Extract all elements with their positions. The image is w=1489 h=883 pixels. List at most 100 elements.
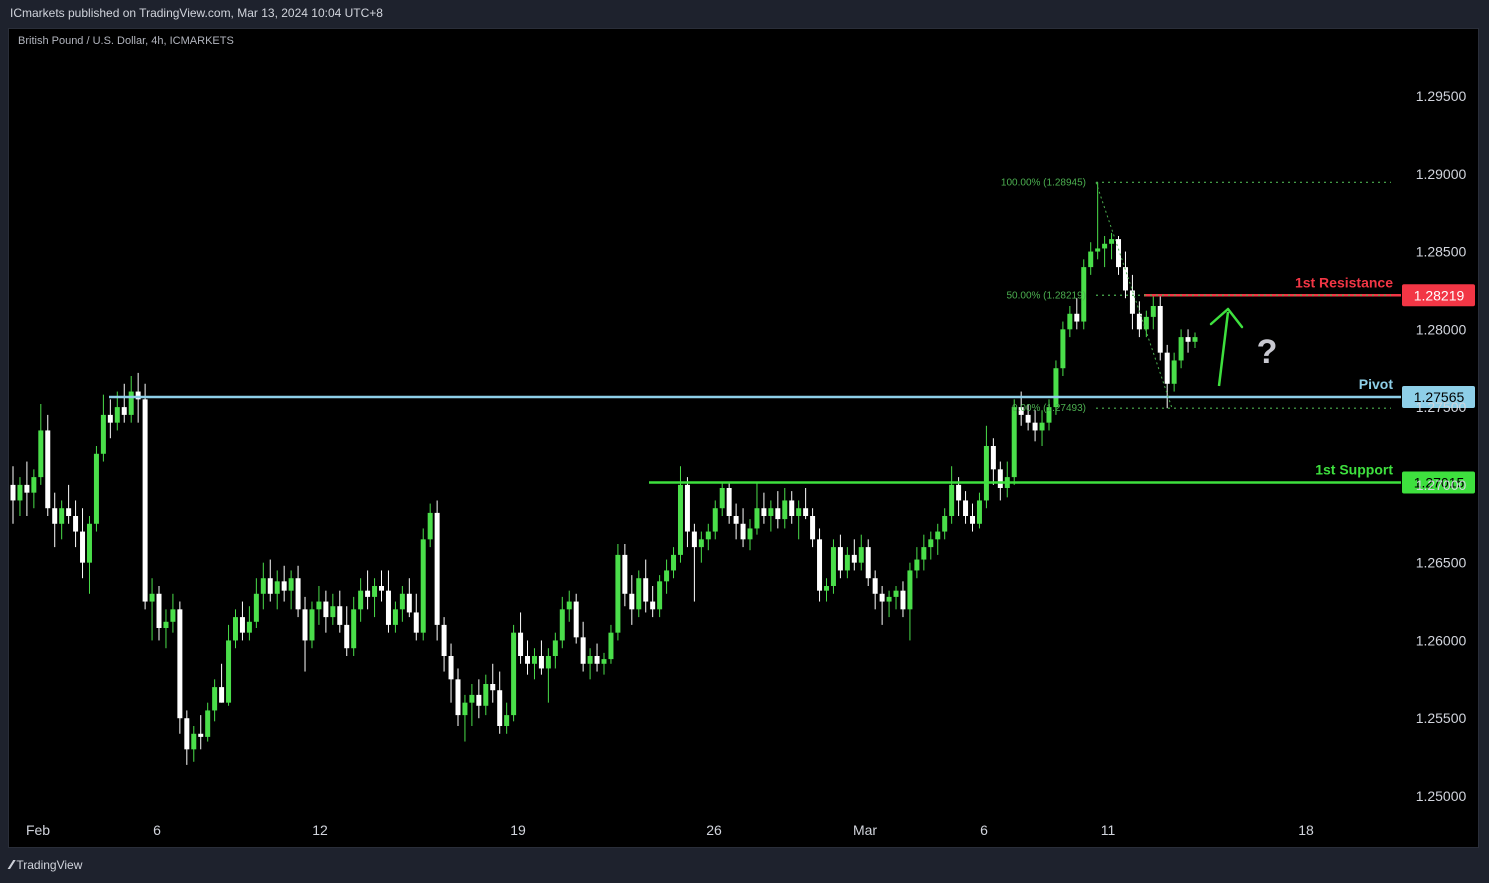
candle [865, 539, 871, 586]
candle [886, 590, 892, 618]
candle [657, 575, 663, 618]
candle [963, 491, 969, 524]
candle [643, 559, 649, 613]
candle [559, 596, 565, 649]
time-tick-label: 11 [1101, 822, 1116, 838]
candle [615, 544, 621, 641]
candle [170, 593, 176, 633]
candle [1088, 242, 1094, 275]
candle [970, 503, 976, 532]
annotations-layer: ? [1209, 307, 1278, 387]
time-tick-label: 6 [980, 822, 988, 838]
candle [1136, 301, 1142, 338]
candle [928, 531, 934, 560]
candle [525, 640, 531, 675]
candle [511, 624, 517, 722]
symbol-title: British Pound / U.S. Dollar, 4h, ICMARKE… [18, 35, 234, 47]
candle [93, 446, 99, 532]
candle [1185, 329, 1191, 353]
candle [921, 534, 927, 571]
candle [893, 586, 899, 610]
candle [344, 606, 350, 656]
candle [267, 559, 273, 602]
candle [935, 523, 941, 555]
price-tick-label: 1.27500 [1416, 399, 1467, 415]
candle [1102, 236, 1108, 268]
candle [566, 590, 572, 622]
candle [580, 621, 586, 672]
candle [851, 539, 857, 571]
resistance-label: 1st Resistance [1295, 274, 1393, 290]
svg-text:1.27565: 1.27565 [1414, 389, 1465, 405]
candle [219, 663, 225, 703]
candle [163, 609, 169, 649]
candle [17, 477, 23, 516]
candle [587, 648, 593, 680]
candle [469, 684, 475, 726]
candle [872, 570, 878, 610]
time-tick-label: 6 [153, 822, 161, 838]
candle [323, 590, 329, 633]
candle [949, 466, 955, 524]
candle [719, 481, 725, 516]
candle [705, 523, 711, 551]
candle [504, 702, 510, 734]
candle [413, 593, 419, 641]
candle [490, 663, 496, 703]
levels-layer: 1st Resistance 1.28219 Pivot 1.27565 1st Sup… [109, 274, 1475, 494]
candle [365, 570, 371, 610]
pivot-label: Pivot [1359, 376, 1394, 392]
candle [31, 469, 37, 509]
candle [1067, 306, 1073, 338]
chart-area[interactable]: 1st Resistance 1.28219 Pivot 1.27565 1st Sup… [8, 28, 1479, 848]
fib-level-label: 50.00% (1.28219) [1006, 290, 1086, 301]
candle [330, 593, 336, 625]
candle [552, 632, 558, 669]
candle [156, 586, 162, 641]
price-axis: 1.29500 1.29000 1.28500 1.28000 1.27500 1.270… [1416, 88, 1467, 804]
candle [406, 578, 412, 618]
candle [142, 383, 148, 610]
candle [232, 609, 238, 649]
candle [288, 570, 294, 610]
price-tick-label: 1.27000 [1416, 477, 1467, 493]
candle [976, 492, 982, 529]
question-mark: ? [1257, 333, 1278, 371]
candle [1192, 332, 1198, 348]
candle [212, 679, 218, 722]
candle [10, 466, 16, 524]
pivot-price-tag: 1.27565 [1402, 386, 1475, 408]
fib-level-label: 0.00% (1.27493) [1012, 403, 1086, 414]
candle [1109, 232, 1115, 260]
candle [803, 488, 809, 520]
candle [66, 484, 72, 524]
candle [253, 578, 259, 628]
footer-brand[interactable]: ⁄⁄ TradingView [10, 857, 82, 872]
candle [1143, 310, 1149, 338]
candle [1074, 298, 1080, 330]
candle [1081, 259, 1087, 330]
candle [372, 578, 378, 618]
candle [573, 593, 579, 644]
price-tick-label: 1.29500 [1416, 88, 1467, 104]
candle [858, 534, 864, 571]
candle [747, 519, 753, 551]
candle [636, 570, 642, 618]
publisher-info: ICmarkets published on TradingView.com, … [10, 6, 383, 20]
candle [900, 581, 906, 618]
candlestick-chart[interactable]: 1st Resistance 1.28219 Pivot 1.27565 1st Sup… [9, 29, 1480, 849]
candle [73, 500, 79, 548]
time-tick-label: 18 [1298, 822, 1314, 838]
candle [810, 508, 816, 548]
candle [768, 500, 774, 532]
candle [379, 570, 385, 602]
candle [531, 648, 537, 680]
candles-layer [10, 182, 1198, 765]
candle [1025, 404, 1031, 431]
candle [302, 596, 308, 672]
candle [782, 488, 788, 529]
candle [358, 578, 364, 622]
candle [337, 590, 343, 633]
candle [483, 674, 489, 716]
candle [226, 624, 232, 706]
